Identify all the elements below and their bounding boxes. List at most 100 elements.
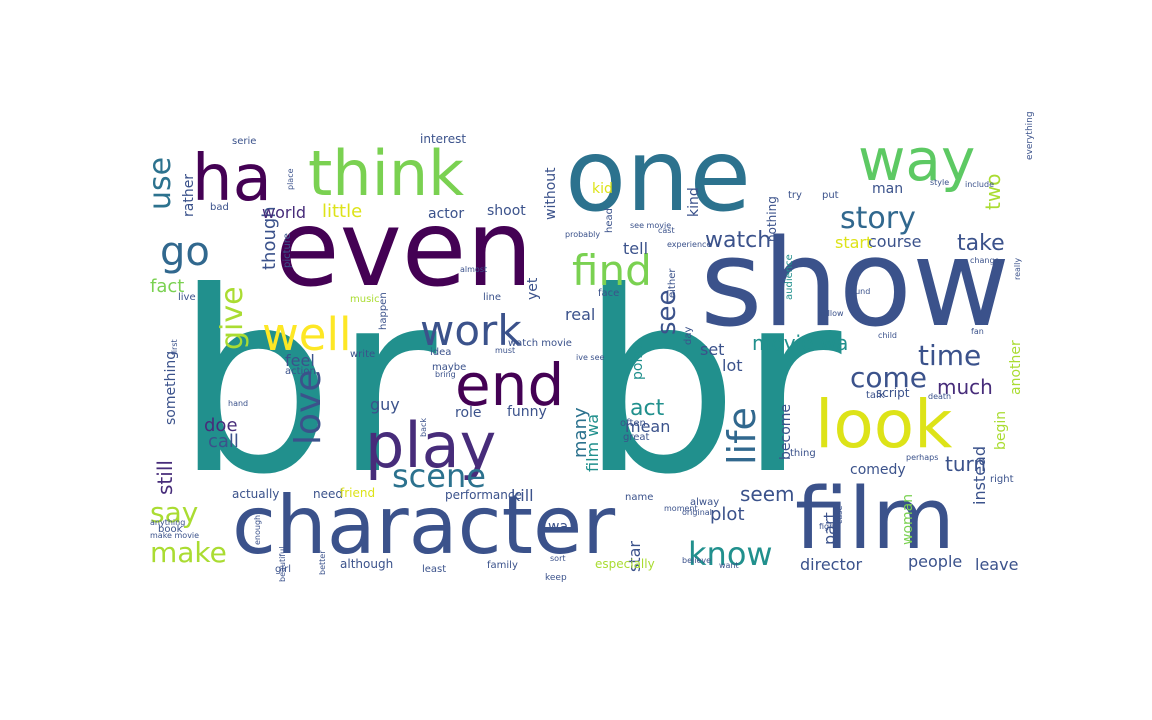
- cloud-word: fan: [971, 327, 984, 336]
- cloud-word: fight: [819, 522, 837, 531]
- cloud-word: watch: [705, 228, 771, 253]
- cloud-word: see movie: [630, 221, 671, 230]
- cloud-word: probably: [565, 230, 600, 239]
- cloud-word: ha: [192, 142, 272, 216]
- cloud-word: come: [850, 361, 927, 394]
- cloud-word: sort: [550, 554, 566, 563]
- cloud-word: feel: [285, 351, 315, 370]
- cloud-word: enough: [253, 515, 262, 545]
- cloud-word: way: [858, 126, 975, 194]
- cloud-word: movie wa: [752, 331, 848, 355]
- cloud-word: must: [495, 346, 515, 355]
- cloud-word: change: [970, 256, 1000, 265]
- cloud-word: one: [565, 117, 751, 234]
- cloud-word: least: [422, 564, 446, 575]
- cloud-word: lot: [722, 356, 743, 375]
- cloud-word: life: [720, 407, 764, 465]
- cloud-word: anything: [150, 518, 185, 527]
- cloud-word: film wa: [583, 414, 602, 472]
- cloud-word: star: [625, 541, 644, 572]
- cloud-word: bad: [210, 202, 229, 213]
- cloud-word: especially: [595, 557, 655, 571]
- cloud-word: child: [878, 331, 897, 340]
- cloud-word: thing: [790, 448, 816, 459]
- cloud-word: instead: [970, 446, 989, 505]
- cloud-word: style: [930, 178, 949, 187]
- cloud-word: show: [700, 215, 1010, 354]
- cloud-word: call: [208, 431, 239, 452]
- cloud-word: yet: [525, 277, 541, 300]
- cloud-word: great: [623, 432, 650, 443]
- cloud-word: bring: [435, 370, 456, 379]
- cloud-word: set: [700, 340, 724, 359]
- cloud-word: comedy: [850, 462, 906, 478]
- cloud-word: sound: [846, 287, 870, 296]
- cloud-word: face: [598, 288, 619, 299]
- cloud-word: man: [872, 181, 903, 197]
- cloud-word: two: [981, 174, 1005, 210]
- cloud-word: seem: [740, 482, 795, 506]
- cloud-word: find: [572, 246, 652, 295]
- cloud-word: guy: [370, 395, 400, 414]
- cloud-word: everything: [1025, 111, 1035, 160]
- cloud-word: book: [158, 524, 183, 535]
- cloud-word: kind: [686, 187, 702, 217]
- cloud-word: better: [318, 550, 327, 575]
- cloud-word: ive see: [576, 353, 605, 362]
- cloud-word: experience: [667, 240, 711, 249]
- cloud-word: actor: [428, 206, 464, 222]
- cloud-word: leave: [975, 555, 1018, 574]
- cloud-word: give: [215, 286, 250, 350]
- cloud-word: kill: [511, 486, 534, 505]
- cloud-word: talk: [866, 390, 885, 401]
- cloud-word: serie: [232, 136, 256, 147]
- cloud-word: line: [483, 292, 501, 303]
- cloud-word: kid: [592, 181, 613, 197]
- cloud-word: mean: [625, 417, 670, 436]
- cloud-word: end: [455, 351, 564, 419]
- cloud-word: actually: [232, 487, 279, 501]
- cloud-word: believe: [682, 556, 711, 565]
- cloud-word: performance: [445, 488, 522, 502]
- cloud-word: idea: [430, 347, 451, 358]
- cloud-word: well: [262, 308, 352, 361]
- cloud-word: script: [876, 386, 910, 400]
- cloud-word: become: [778, 404, 794, 460]
- cloud-word: family: [487, 560, 518, 571]
- cloud-word: world: [262, 203, 306, 222]
- cloud-word: moment: [664, 504, 698, 513]
- cloud-word: rather: [181, 174, 197, 217]
- cloud-word: much: [937, 375, 993, 399]
- cloud-word: character: [232, 479, 615, 572]
- cloud-word: although: [340, 557, 393, 571]
- cloud-word: scene: [392, 457, 486, 495]
- cloud-word: plot: [710, 504, 745, 525]
- cloud-word: almost: [460, 265, 487, 274]
- cloud-word: think: [308, 137, 464, 210]
- cloud-word: tell: [623, 239, 648, 258]
- cloud-word: turn: [945, 452, 986, 476]
- cloud-word: time: [918, 339, 981, 372]
- cloud-word: perhaps: [906, 453, 938, 462]
- cloud-word: film: [795, 470, 955, 569]
- cloud-word: nothing: [765, 196, 779, 242]
- cloud-word: music: [350, 294, 380, 305]
- cloud-word: original: [682, 508, 712, 517]
- cloud-word: include: [965, 180, 994, 189]
- cloud-word: shoot: [487, 203, 526, 219]
- cloud-word: back: [419, 418, 428, 437]
- cloud-word: without: [543, 167, 559, 220]
- cloud-word: hand: [228, 399, 248, 408]
- cloud-word: woman: [900, 494, 916, 545]
- cloud-word: even: [275, 188, 533, 310]
- cloud-word: director: [800, 555, 863, 574]
- cloud-word: know: [688, 535, 773, 573]
- cloud-word: first: [170, 339, 179, 355]
- cloud-word: put: [822, 190, 839, 201]
- cloud-word: fact: [150, 276, 184, 297]
- cloud-word: point: [630, 344, 646, 380]
- cloud-word: look: [815, 386, 953, 463]
- cloud-word: make: [150, 536, 227, 569]
